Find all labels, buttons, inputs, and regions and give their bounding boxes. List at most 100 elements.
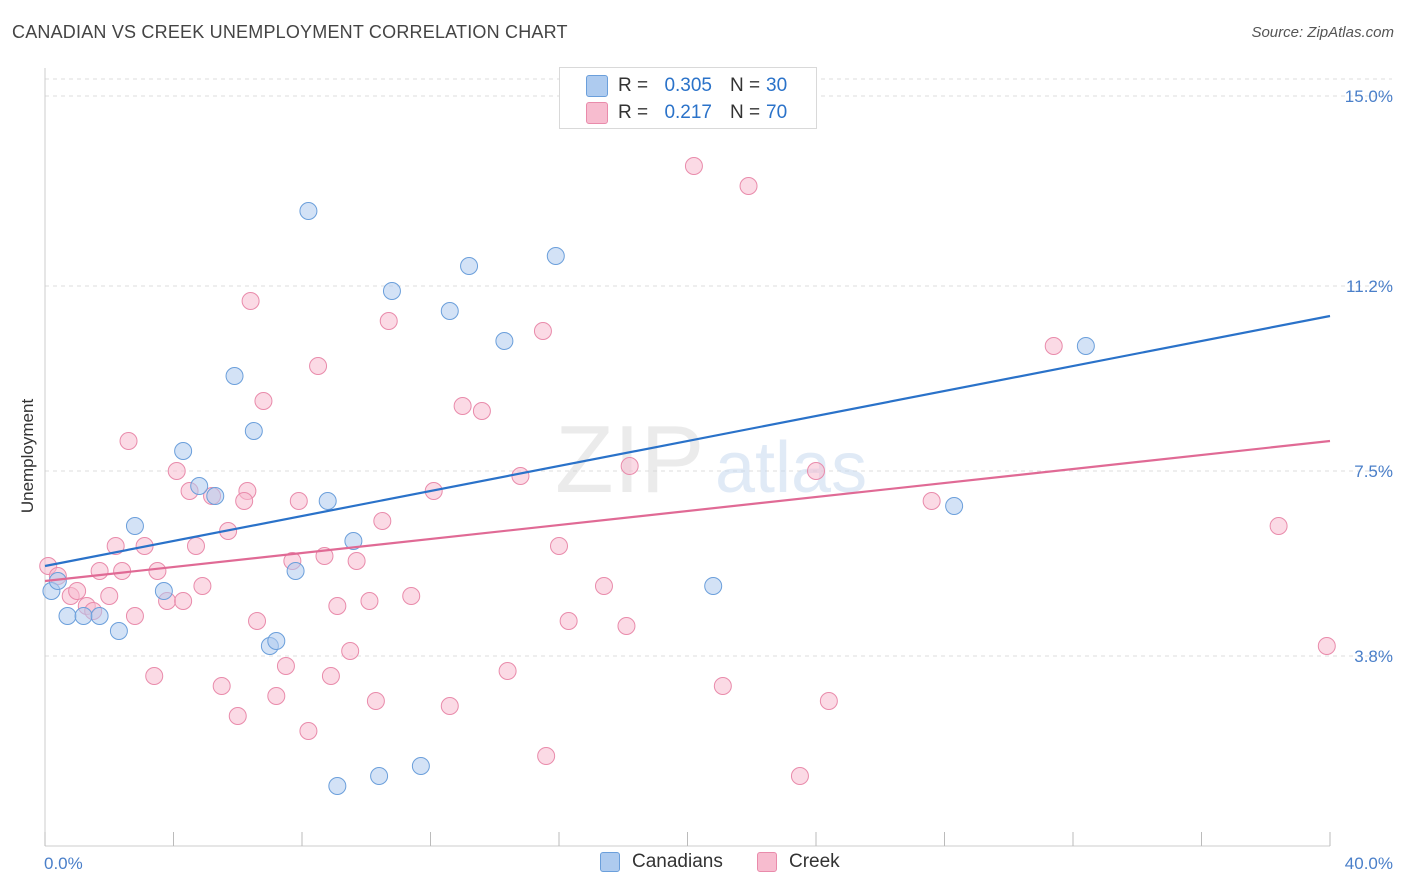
- legend-label-creek: Creek: [789, 851, 840, 872]
- canadians-point: [1076, 337, 1095, 355]
- legend-r-label: R =: [618, 75, 649, 96]
- creek-point: [713, 677, 732, 695]
- creek-point: [289, 492, 308, 510]
- canadians-point: [382, 282, 401, 300]
- x-tick-label-end: 40.0%: [1345, 854, 1393, 873]
- watermark-atlas: atlas: [715, 428, 867, 508]
- creek-point: [922, 492, 941, 510]
- creek-point: [1269, 517, 1288, 535]
- creek-point: [533, 322, 552, 340]
- canadians-point: [411, 757, 430, 775]
- creek-point: [276, 657, 295, 675]
- creek-point: [472, 402, 491, 420]
- creek-point: [402, 587, 421, 605]
- canadians-point: [225, 367, 244, 385]
- gridlines: [45, 78, 1392, 657]
- creek-point: [360, 592, 379, 610]
- canadians-trend-line: [44, 314, 1331, 568]
- canadians-point: [440, 302, 459, 320]
- creek-point: [321, 667, 340, 685]
- canadians-point: [328, 777, 347, 795]
- creek-point: [366, 692, 385, 710]
- creek-point: [373, 512, 392, 530]
- legend-swatch-creek: [586, 102, 608, 124]
- canadians-point: [318, 492, 337, 510]
- legend-swatch-creek: [757, 852, 777, 872]
- canadians-point: [174, 442, 193, 460]
- y-tick-label: 3.8%: [1354, 647, 1393, 666]
- canadians-point: [154, 582, 173, 600]
- creek-point: [498, 662, 517, 680]
- canadians-point: [945, 497, 964, 515]
- legend-row-creek: R = 0.217 N = 70: [560, 100, 816, 126]
- creek-point: [453, 397, 472, 415]
- creek-point: [790, 767, 809, 785]
- creek-point: [1317, 637, 1336, 655]
- creek-point: [90, 562, 109, 580]
- creek-point: [1044, 337, 1063, 355]
- creek-point: [248, 612, 267, 630]
- canadians-point: [299, 202, 318, 220]
- canadians-point: [125, 517, 144, 535]
- creek-point: [125, 607, 144, 625]
- creek-point: [341, 642, 360, 660]
- canadians-point: [74, 607, 93, 625]
- y-tick-label: 11.2%: [1346, 277, 1393, 296]
- trend-lines: [44, 314, 1331, 583]
- creek-point: [228, 707, 247, 725]
- creek-point: [148, 562, 167, 580]
- creek-point: [347, 552, 366, 570]
- legend-n-label: N =: [730, 75, 761, 96]
- creek-point: [235, 492, 254, 510]
- y-tick-label: 7.5%: [1354, 462, 1393, 481]
- canadians-point: [286, 562, 305, 580]
- creek-point: [174, 592, 193, 610]
- legend-n-value: 30: [766, 75, 788, 96]
- creek-point: [309, 357, 328, 375]
- canadians-point: [460, 257, 479, 275]
- legend-r-value: 0.305: [664, 75, 712, 96]
- creek-point: [819, 692, 838, 710]
- canadians-point: [206, 487, 225, 505]
- creek-point: [186, 537, 205, 555]
- creek-points: [39, 87, 1336, 785]
- legend-swatch-canadians: [600, 852, 620, 872]
- legend-r-value: 0.217: [664, 102, 712, 123]
- creek-point: [620, 457, 639, 475]
- series-legend: Canadians Creek: [0, 851, 1406, 877]
- tick-labels: 3.8% 7.5% 11.2% 15.0% 0.0% 40.0%: [44, 87, 1393, 873]
- x-tick-label-start: 0.0%: [44, 854, 83, 873]
- legend-swatch-canadians: [586, 75, 608, 97]
- correlation-legend: R = 0.305 N = 30 R = 0.217 N = 70: [559, 67, 817, 129]
- creek-trend-line: [44, 439, 1331, 583]
- creek-point: [299, 722, 318, 740]
- source-credit: Source: ZipAtlas.com: [1251, 24, 1394, 41]
- creek-point: [807, 462, 825, 480]
- canadians-point: [495, 332, 514, 350]
- creek-point: [119, 432, 138, 450]
- creek-point: [511, 467, 530, 485]
- axes: [44, 68, 1331, 847]
- creek-point: [550, 537, 568, 555]
- creek-point: [559, 612, 578, 630]
- canadians-point: [704, 577, 723, 595]
- canadians-point: [344, 532, 363, 550]
- canadians-point: [109, 622, 128, 640]
- legend-n-value: 70: [766, 102, 788, 123]
- canadians-point: [267, 632, 286, 650]
- y-tick-label: 15.0%: [1345, 87, 1393, 106]
- creek-point: [684, 157, 703, 175]
- creek-point: [106, 537, 125, 555]
- canadians-point: [90, 607, 109, 625]
- creek-point: [440, 697, 459, 715]
- creek-point: [617, 617, 636, 635]
- creek-point: [739, 177, 758, 195]
- canadians-point: [190, 477, 209, 495]
- canadians-point: [370, 767, 389, 785]
- creek-point: [68, 582, 87, 600]
- creek-point: [328, 597, 347, 615]
- creek-point: [254, 392, 273, 410]
- legend-item-canadians: Canadians: [600, 851, 723, 873]
- creek-point: [379, 312, 398, 330]
- legend-r-label: R =: [618, 102, 649, 123]
